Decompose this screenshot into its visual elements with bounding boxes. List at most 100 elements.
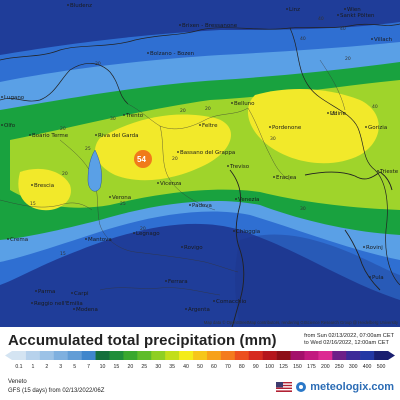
city-marker: Treviso xyxy=(227,164,250,170)
scale-tick-label: 40 xyxy=(183,364,189,370)
adriatic-sea xyxy=(235,234,400,327)
scale-arrow-right xyxy=(388,351,395,360)
city-label: Comacchio xyxy=(216,299,247,305)
city-label: Bludenz xyxy=(70,3,92,9)
scale-tick-label: 60 xyxy=(211,364,217,370)
contour-label: 20 xyxy=(140,226,146,232)
scale-swatch xyxy=(220,351,236,360)
scale-swatch xyxy=(109,351,124,360)
city-label: Chioggia xyxy=(236,229,260,235)
contour-label: 40 xyxy=(340,26,346,32)
city-dot xyxy=(213,300,215,302)
city-label: Reggio nell'Emilia xyxy=(34,301,83,307)
contour-label: 25 xyxy=(120,201,126,207)
city-label: Padova xyxy=(192,203,212,209)
scale-tick-label: 3 xyxy=(59,364,62,370)
city-label: Olfo xyxy=(4,123,16,129)
scale-swatch xyxy=(304,351,319,360)
city-marker: Pula xyxy=(369,275,384,281)
city-label: Verona xyxy=(112,195,131,201)
contour-label: 15 xyxy=(30,201,36,207)
city-dot xyxy=(327,112,329,114)
scale-swatch xyxy=(374,351,389,360)
city-label: Rovigo xyxy=(184,245,203,251)
city-marker: Sankt Pölten xyxy=(337,13,375,19)
scale-swatch xyxy=(346,351,361,360)
contour-labels: 40 40 30 40 20 20 25 30 20 30 35 20 15 20 20 25 40 30 20 15 xyxy=(30,16,378,257)
city-marker: Carpi xyxy=(71,291,89,297)
city-dot xyxy=(189,204,191,206)
coastline xyxy=(229,169,393,327)
scale-swatch xyxy=(12,351,27,360)
scale-tick-label: 25 xyxy=(141,364,147,370)
city-marker: Reggio nell'Emilia xyxy=(31,301,83,307)
city-label: Vicenza xyxy=(160,181,181,187)
us-flag-icon[interactable] xyxy=(276,382,293,392)
city-label: Ferrara xyxy=(168,279,188,285)
city-label: Riva del Garda xyxy=(98,133,139,139)
scale-swatch xyxy=(360,351,375,360)
scale-tick-label: 100 xyxy=(265,364,274,370)
scale-swatch xyxy=(248,351,263,360)
city-marker: Verona xyxy=(109,195,131,201)
city-label: Argenta xyxy=(188,307,210,313)
map-title: Accumulated total precipitation (mm) xyxy=(8,332,277,349)
contour-label: 40 xyxy=(318,16,324,22)
city-dot xyxy=(67,4,69,6)
date-from: from Sun 02/13/2022, 07:00am CET xyxy=(304,333,394,339)
city-marker: Brescia xyxy=(31,183,54,189)
city-marker: Boario Terme xyxy=(29,133,69,139)
scale-swatch xyxy=(276,351,291,360)
city-dot xyxy=(31,302,33,304)
city-dot xyxy=(369,276,371,278)
meteologix-logo-icon xyxy=(296,382,307,392)
scale-arrow-left xyxy=(5,351,12,360)
city-dot xyxy=(337,14,339,16)
city-dot xyxy=(363,246,365,248)
city-label: Bolzano - Bozen xyxy=(150,51,195,57)
scale-swatch xyxy=(137,351,152,360)
city-label: Modena xyxy=(76,307,98,313)
city-label: Brixen - Bressanone xyxy=(182,23,238,29)
city-dot xyxy=(123,114,125,116)
city-marker: Riva del Garda xyxy=(95,133,139,139)
scale-tick-label: 250 xyxy=(335,364,344,370)
city-label: Wien xyxy=(347,7,361,13)
footer-brand[interactable]: meteologix.com xyxy=(276,380,394,394)
lake-garda xyxy=(87,149,102,192)
city-marker: Mantova xyxy=(85,237,112,243)
city-dot xyxy=(157,182,159,184)
precipitation-map[interactable]: 40 40 30 40 20 20 25 30 20 30 35 20 15 20 20 25 40 30 20 15… xyxy=(0,0,400,327)
contour-label: 40 xyxy=(300,36,306,42)
contour-label: 30 xyxy=(110,116,116,122)
city-label: Eraclea xyxy=(276,175,296,181)
city-dot xyxy=(273,176,275,178)
contour-label: 25 xyxy=(85,146,91,152)
scale-tick-label: 90 xyxy=(253,364,259,370)
scale-tick-label: 150 xyxy=(293,364,302,370)
city-dot xyxy=(165,280,167,282)
scale-swatch xyxy=(95,351,110,360)
city-marker: Rovinj xyxy=(363,245,383,251)
city-marker: Modena xyxy=(73,307,98,313)
map-attribution: Map data © OpenStreetMap contributors, r… xyxy=(203,320,398,325)
province-lines xyxy=(0,59,346,296)
city-marker: Legnago xyxy=(133,231,160,237)
city-dot xyxy=(199,124,201,126)
city-dot xyxy=(286,8,288,10)
contour-label: 20 xyxy=(62,171,68,177)
city-label: Brescia xyxy=(34,183,54,189)
city-marker: Comacchio xyxy=(213,299,247,305)
city-marker: Villach xyxy=(371,37,393,43)
contour-label: 35 xyxy=(330,111,336,117)
model-run-label: GFS (15 days) from 02/13/2022/06Z xyxy=(8,388,105,394)
scale-tick-label: 80 xyxy=(239,364,245,370)
city-label: Feltre xyxy=(202,123,218,129)
city-marker: Wien xyxy=(344,7,361,13)
brand-name[interactable]: meteologix.com xyxy=(310,381,394,393)
contour-label: 20 xyxy=(205,106,211,112)
city-dot xyxy=(377,170,379,172)
scale-tick-label: 200 xyxy=(321,364,330,370)
city-label: Carpi xyxy=(74,291,89,297)
scale-swatch xyxy=(81,351,96,360)
